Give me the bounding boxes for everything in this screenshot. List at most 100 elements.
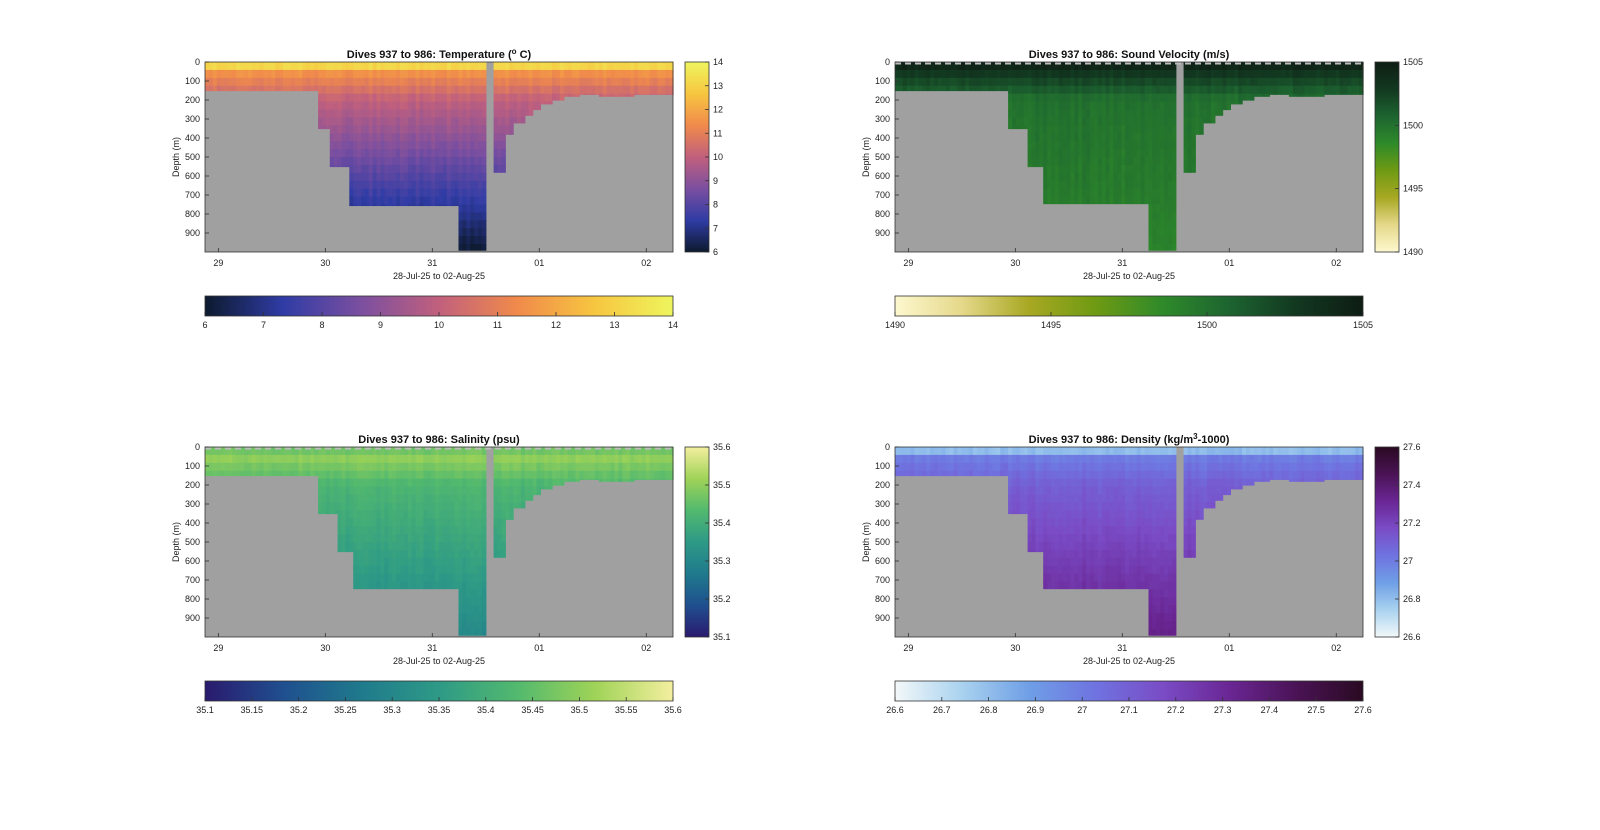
- data-cell: [614, 478, 619, 482]
- data-cell: [1171, 613, 1177, 622]
- data-cell: [1355, 478, 1360, 480]
- data-cell: [478, 549, 483, 559]
- data-cell: [1082, 518, 1087, 527]
- data-cell: [1136, 581, 1142, 590]
- data-cell: [563, 462, 569, 472]
- data-cell: [431, 462, 436, 472]
- bottom-colorbar-label: 1490: [885, 320, 905, 330]
- data-cell: [1105, 470, 1111, 480]
- data-cell: [392, 581, 397, 590]
- data-cell: [559, 93, 565, 101]
- data-cell: [1195, 133, 1200, 135]
- data-cell: [286, 85, 292, 92]
- data-cell: [1054, 172, 1060, 182]
- data-cell: [306, 69, 311, 79]
- data-cell: [1097, 447, 1103, 456]
- data-cell: [1246, 447, 1251, 456]
- data-cell: [1327, 85, 1333, 95]
- data-cell: [333, 447, 339, 456]
- data-cell: [372, 85, 378, 95]
- bottom-colorbar-label: 27: [1077, 705, 1087, 715]
- data-cell: [439, 494, 444, 504]
- data-cell: [419, 62, 424, 71]
- data-cell: [1097, 172, 1103, 182]
- data-cell: [1187, 141, 1192, 150]
- data-cell: [446, 573, 452, 583]
- data-cell: [1226, 93, 1231, 103]
- data-cell: [1351, 69, 1356, 79]
- data-cell: [1144, 462, 1150, 472]
- data-cell: [333, 101, 339, 111]
- data-cell: [1148, 149, 1153, 158]
- data-cell: [1031, 125, 1036, 134]
- data-cell: [497, 478, 502, 488]
- data-cell: [205, 470, 210, 477]
- data-cell: [1214, 462, 1220, 472]
- right-colorbar-label: 35.5: [713, 480, 731, 490]
- data-cell: [669, 447, 674, 456]
- data-cell: [415, 486, 421, 496]
- data-cell: [380, 542, 385, 551]
- data-cell: [384, 125, 389, 134]
- data-cell: [439, 117, 444, 126]
- data-cell: [376, 85, 382, 95]
- data-cell: [458, 557, 463, 567]
- data-cell: [1082, 462, 1087, 472]
- data-cell: [392, 157, 397, 166]
- data-cell: [411, 510, 417, 519]
- data-cell: [524, 77, 530, 87]
- data-cell: [1035, 526, 1040, 535]
- data-cell: [571, 478, 577, 482]
- data-cell: [641, 69, 647, 79]
- data-cell: [263, 69, 268, 79]
- data-cell: [208, 447, 214, 456]
- data-cell: [1218, 470, 1224, 480]
- data-cell: [1152, 613, 1157, 622]
- data-cell: [220, 69, 226, 79]
- data-cell: [1129, 172, 1134, 182]
- data-cell: [1230, 486, 1235, 490]
- data-cell: [1140, 486, 1146, 496]
- data-cell: [353, 557, 358, 567]
- data-cell: [1066, 478, 1072, 488]
- data-cell: [361, 125, 366, 134]
- data-cell: [423, 157, 428, 166]
- data-cell: [462, 69, 467, 79]
- data-cell: [559, 62, 565, 71]
- data-cell: [251, 447, 257, 456]
- bottom-colorbar-label: 35.1: [196, 705, 214, 715]
- data-cell: [1015, 77, 1021, 87]
- data-cell: [1058, 196, 1064, 205]
- data-cell: [1039, 470, 1044, 480]
- data-cell: [341, 518, 346, 527]
- data-cell: [1253, 62, 1259, 71]
- data-cell: [637, 93, 643, 95]
- data-cell: [1093, 478, 1099, 488]
- data-cell: [1199, 502, 1204, 511]
- data-cell: [345, 77, 350, 87]
- data-cell: [427, 565, 432, 575]
- data-cell: [665, 93, 670, 95]
- data-cell: [1101, 85, 1107, 95]
- data-cell: [478, 494, 483, 504]
- data-cell: [1156, 157, 1161, 166]
- data-cell: [1117, 125, 1122, 134]
- data-cell: [392, 196, 397, 206]
- data-cell: [1062, 188, 1068, 198]
- data-cell: [1097, 478, 1103, 488]
- data-cell: [1168, 77, 1173, 87]
- data-cell: [1222, 77, 1228, 87]
- data-cell: [462, 510, 467, 519]
- data-cell: [380, 454, 385, 464]
- data-cell: [396, 573, 401, 583]
- data-cell: [364, 77, 370, 87]
- data-cell: [1222, 478, 1228, 488]
- data-cell: [450, 526, 456, 535]
- data-cell: [1066, 447, 1072, 456]
- data-cell: [361, 62, 366, 71]
- data-cell: [1148, 597, 1153, 606]
- data-cell: [364, 141, 370, 150]
- data-cell: [458, 621, 463, 630]
- data-cell: [606, 462, 612, 472]
